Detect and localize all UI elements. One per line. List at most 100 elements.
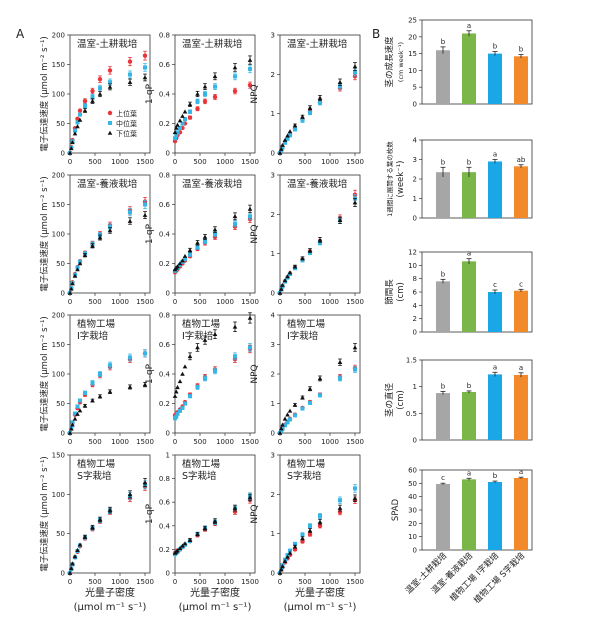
- x-tick-label: 0: [173, 438, 177, 446]
- x-tick-label: 1500: [241, 298, 259, 306]
- y-tick-label: 0.6: [159, 341, 171, 349]
- y-tick-label: 100: [52, 371, 65, 379]
- bar-chart-B1: 0 5 10 15 20 25 b a b b 茎の成長速度 (cm week⁻¹): [384, 17, 533, 109]
- plot-frame: [279, 454, 361, 574]
- data-point-下位葉: [292, 402, 298, 407]
- x-tick-label: 1500: [241, 578, 259, 586]
- data-point-中位葉: [308, 250, 312, 255]
- data-point-中位葉: [143, 65, 147, 70]
- chart-title: I字栽培: [287, 330, 319, 342]
- y-tick-label: 20: [408, 520, 417, 528]
- data-point-下位葉: [72, 554, 78, 559]
- x-tick-label: 0: [68, 298, 72, 306]
- x-tick-label: 500: [298, 438, 311, 446]
- plot-frame: [69, 174, 151, 294]
- y-tick-label: 4: [413, 137, 418, 145]
- x-tick-label: 500: [88, 298, 101, 306]
- x-tick-label: 1000: [111, 158, 129, 166]
- data-point-下位葉: [107, 228, 113, 233]
- data-point-下位葉: [337, 217, 343, 223]
- x-tick-label: 500: [88, 438, 101, 446]
- panel-label-a: A: [16, 27, 25, 41]
- bar-植物工場 I字栽培: [488, 292, 502, 332]
- y-axis-label: 1週間に展開する葉の枚数: [385, 141, 394, 217]
- significance-letter: a: [467, 469, 471, 477]
- chart-title: S字栽培: [77, 470, 112, 482]
- y-tick-label: 150: [52, 61, 65, 69]
- significance-letter: a: [467, 22, 471, 30]
- data-point-下位葉: [352, 345, 358, 350]
- scatter-chart-r2c3: 0 500 1000 1500 0 1 2 3 温室-養液栽培 NPQ: [250, 172, 364, 307]
- y-tick-label: 3: [271, 32, 275, 40]
- y-tick-label: 100: [52, 491, 65, 499]
- x-tick-label: 1000: [321, 578, 339, 586]
- data-point-中位葉: [213, 84, 217, 89]
- data-point-下位葉: [75, 411, 80, 416]
- data-point-下位葉: [175, 122, 180, 127]
- data-point-下位葉: [70, 422, 75, 427]
- y-tick-label: 150: [52, 201, 65, 209]
- chart-title: I字栽培: [77, 330, 109, 342]
- x-tick-label: 1000: [111, 438, 129, 446]
- data-point-下位葉: [107, 84, 113, 89]
- x-tick-label: 500: [88, 158, 101, 166]
- data-point-下位葉: [90, 243, 95, 248]
- x-tick-label: 1500: [136, 578, 154, 586]
- plot-frame: [174, 34, 256, 154]
- y-tick-label: 0: [61, 570, 65, 578]
- data-point-下位葉: [282, 558, 288, 563]
- data-point-下位葉: [187, 354, 193, 359]
- bar-chart-B2: 0 1 2 3 4 b b a ab 1週間に展開する葉の枚数 (week⁻¹): [385, 137, 533, 223]
- data-point-下位葉: [70, 561, 75, 566]
- y-tick-label: 1: [271, 530, 275, 538]
- y-tick-label: 30: [408, 507, 417, 515]
- bar-温室-養液栽培: [462, 33, 476, 104]
- data-point-下位葉: [277, 150, 283, 155]
- data-point-下位葉: [72, 416, 78, 421]
- data-point-中位葉: [285, 136, 290, 141]
- y-tick-label: 0: [413, 437, 417, 445]
- data-point-中位葉: [203, 376, 207, 381]
- y-axis-label: 1-qP: [145, 223, 155, 244]
- data-point-下位葉: [187, 537, 193, 542]
- data-point-中位葉: [300, 406, 305, 411]
- data-point-中位葉: [248, 345, 252, 350]
- y-tick-label: 4: [271, 312, 276, 320]
- y-tick-label: 1: [413, 195, 417, 203]
- y-tick-label: 0: [413, 547, 417, 555]
- bar-植物工場 I字栽培: [488, 53, 502, 104]
- y-tick-label: 2: [271, 211, 275, 219]
- data-point-下位葉: [82, 534, 88, 539]
- data-point-下位葉: [280, 422, 285, 427]
- data-point-下位葉: [77, 542, 83, 547]
- data-point-中位葉: [248, 66, 252, 71]
- data-point-下位葉: [280, 564, 285, 569]
- data-point-下位葉: [177, 379, 183, 384]
- data-point-下位葉: [127, 218, 133, 223]
- chart-title: 植物工場: [182, 318, 221, 330]
- y-tick-label: 3: [271, 341, 275, 349]
- bar-chart-B4: 0 0.5 1 1.5 b b a a 茎の直径 (cm): [384, 357, 533, 445]
- data-point-下位葉: [352, 495, 358, 501]
- y-tick-label: 1: [271, 110, 275, 118]
- y-tick-label: 3: [271, 172, 275, 180]
- data-point-中位葉: [183, 401, 187, 406]
- y-tick-label: 150: [52, 341, 65, 349]
- scatter-chart-r1c1: 0 500 1000 1500 0 50 100 150 200 温室-土耕栽培 電子伝達速度 (μ…: [39, 32, 154, 167]
- y-tick-label: 1: [271, 250, 275, 258]
- x-tick-label: 500: [193, 298, 206, 306]
- y-tick-label: 0: [61, 150, 65, 158]
- legend-marker: [108, 121, 112, 125]
- data-point-下位葉: [292, 264, 298, 269]
- data-point-下位葉: [278, 426, 284, 431]
- data-point-下位葉: [212, 331, 218, 336]
- y-axis-label: 1-qP: [145, 363, 155, 384]
- data-point-下位葉: [247, 315, 253, 320]
- data-point-中位葉: [78, 398, 82, 403]
- y-tick-label: 0: [61, 290, 65, 298]
- y-tick-label: 12: [408, 249, 417, 257]
